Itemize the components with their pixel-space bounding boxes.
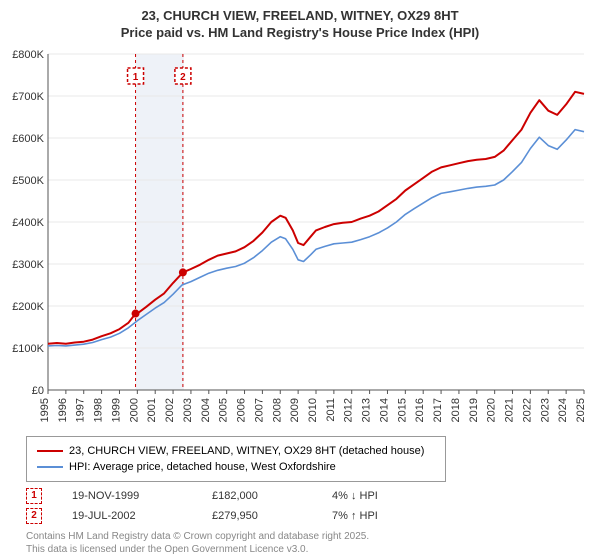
marker-box-1: 1	[26, 488, 42, 504]
svg-text:2019: 2019	[468, 398, 480, 422]
svg-text:2017: 2017	[432, 398, 444, 422]
legend-row-2: HPI: Average price, detached house, West…	[37, 459, 435, 475]
svg-text:2018: 2018	[450, 398, 462, 422]
legend-row-1: 23, CHURCH VIEW, FREELAND, WITNEY, OX29 …	[37, 443, 435, 459]
transaction-row-2: 2 19-JUL-2002 £279,950 7% ↑ HPI	[26, 508, 592, 524]
svg-text:£500K: £500K	[12, 175, 44, 187]
svg-text:£600K: £600K	[12, 133, 44, 145]
svg-text:2004: 2004	[200, 398, 212, 422]
svg-text:1997: 1997	[75, 398, 87, 422]
transaction-date-1: 19-NOV-1999	[72, 490, 182, 502]
svg-text:£800K: £800K	[12, 49, 44, 61]
svg-text:2016: 2016	[414, 398, 426, 422]
legend: 23, CHURCH VIEW, FREELAND, WITNEY, OX29 …	[26, 436, 446, 482]
svg-text:2010: 2010	[307, 398, 319, 422]
svg-text:£100K: £100K	[12, 343, 44, 355]
chart-container: 23, CHURCH VIEW, FREELAND, WITNEY, OX29 …	[0, 0, 600, 560]
legend-label-1: 23, CHURCH VIEW, FREELAND, WITNEY, OX29 …	[69, 445, 424, 457]
svg-text:1996: 1996	[57, 398, 69, 422]
svg-text:2020: 2020	[486, 398, 498, 422]
svg-text:2022: 2022	[521, 398, 533, 422]
svg-text:£300K: £300K	[12, 259, 44, 271]
transaction-price-2: £279,950	[212, 510, 302, 522]
svg-text:£200K: £200K	[12, 301, 44, 313]
legend-swatch-1	[37, 450, 63, 452]
svg-text:2021: 2021	[504, 398, 516, 422]
chart-title: 23, CHURCH VIEW, FREELAND, WITNEY, OX29 …	[8, 8, 592, 42]
svg-text:2011: 2011	[325, 398, 337, 422]
svg-text:£700K: £700K	[12, 91, 44, 103]
svg-text:2012: 2012	[343, 398, 355, 422]
svg-text:2: 2	[180, 72, 186, 83]
legend-label-2: HPI: Average price, detached house, West…	[69, 461, 336, 473]
svg-text:2008: 2008	[271, 398, 283, 422]
transaction-diff-2: 7% ↑ HPI	[332, 510, 378, 522]
svg-text:2000: 2000	[128, 398, 140, 422]
transaction-row-1: 1 19-NOV-1999 £182,000 4% ↓ HPI	[26, 488, 592, 504]
svg-text:2014: 2014	[378, 398, 390, 422]
svg-text:2009: 2009	[289, 398, 301, 422]
title-line-2: Price paid vs. HM Land Registry's House …	[121, 25, 480, 40]
footer-line-2: This data is licensed under the Open Gov…	[26, 544, 308, 555]
svg-text:2025: 2025	[575, 398, 587, 422]
marker-box-2: 2	[26, 508, 42, 524]
svg-text:£400K: £400K	[12, 217, 44, 229]
chart-plot-area: £0 £100K £200K £300K £400K £500K £600K £700K £80…	[8, 48, 592, 428]
svg-text:1: 1	[133, 72, 139, 83]
svg-text:2013: 2013	[361, 398, 373, 422]
transaction-date-2: 19-JUL-2002	[72, 510, 182, 522]
chart-svg: £0 £100K £200K £300K £400K £500K £600K £700K £80…	[8, 48, 592, 428]
svg-text:2015: 2015	[396, 398, 408, 422]
transaction-price-1: £182,000	[212, 490, 302, 502]
footer-line-1: Contains HM Land Registry data © Crown c…	[26, 531, 369, 542]
footer-attribution: Contains HM Land Registry data © Crown c…	[26, 530, 592, 556]
svg-text:2024: 2024	[557, 398, 569, 422]
svg-text:1999: 1999	[110, 398, 122, 422]
svg-text:2007: 2007	[253, 398, 265, 422]
svg-text:2001: 2001	[146, 398, 158, 422]
svg-text:1998: 1998	[93, 398, 105, 422]
svg-text:2003: 2003	[182, 398, 194, 422]
svg-text:2006: 2006	[236, 398, 248, 422]
legend-swatch-2	[37, 466, 63, 468]
svg-text:1995: 1995	[39, 398, 51, 422]
svg-text:2002: 2002	[164, 398, 176, 422]
svg-text:2023: 2023	[539, 398, 551, 422]
title-line-1: 23, CHURCH VIEW, FREELAND, WITNEY, OX29 …	[141, 8, 458, 23]
svg-text:£0: £0	[32, 385, 44, 397]
svg-text:2005: 2005	[218, 398, 230, 422]
transaction-diff-1: 4% ↓ HPI	[332, 490, 378, 502]
